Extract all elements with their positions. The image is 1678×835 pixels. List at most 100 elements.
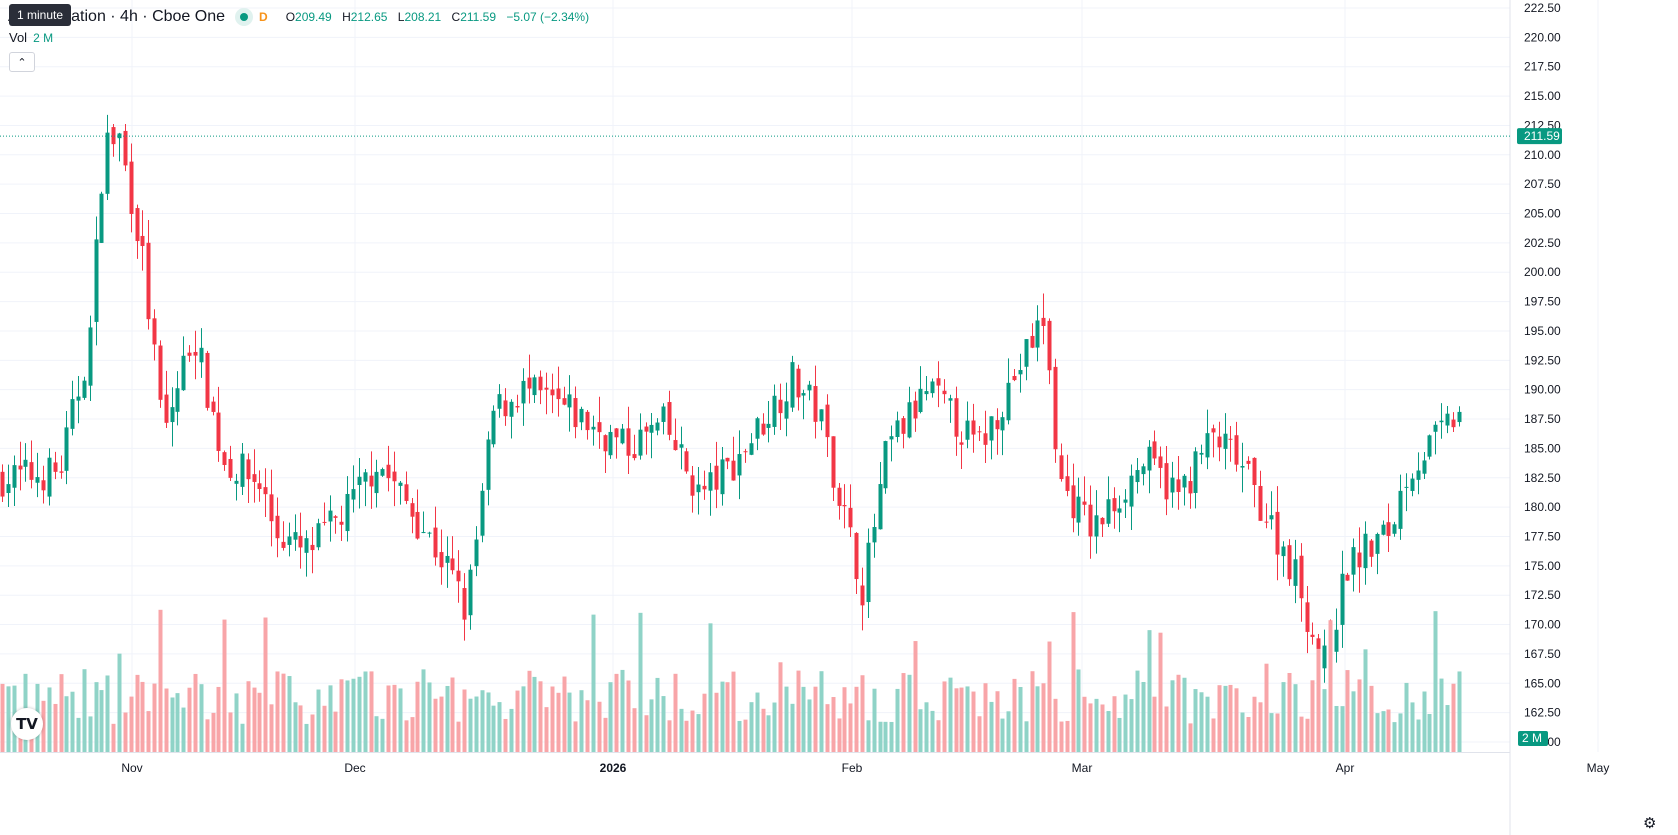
- candle-body: [901, 418, 906, 434]
- volume-bar: [579, 690, 584, 752]
- candle-body: [1147, 446, 1152, 471]
- candle-body: [1024, 339, 1029, 367]
- candle-body: [1018, 370, 1023, 375]
- candle-body: [228, 458, 233, 478]
- candle-body: [503, 400, 508, 417]
- candle-body: [328, 510, 333, 522]
- volume-bar: [1088, 703, 1093, 752]
- candle-body: [70, 399, 75, 429]
- candle-body: [281, 541, 286, 548]
- candle-body: [351, 489, 356, 500]
- volume-bar: [1228, 684, 1233, 752]
- volume-bar: [626, 680, 631, 752]
- price-tick-label: 177.50: [1524, 529, 1561, 543]
- candle-body: [614, 428, 619, 438]
- candle-body: [1199, 452, 1204, 455]
- volume-bar: [1264, 663, 1269, 752]
- candle-body: [562, 398, 567, 405]
- candle-body: [684, 451, 689, 472]
- chevron-up-icon[interactable]: ⌃: [9, 52, 35, 72]
- volume-bar: [784, 686, 789, 752]
- candle-body: [679, 444, 684, 448]
- volume-bar: [731, 671, 736, 752]
- volume-bar: [673, 673, 678, 752]
- candle-body: [193, 351, 198, 356]
- candle-body: [1392, 524, 1397, 534]
- volume-bar: [146, 711, 151, 752]
- chart-legend: A Corporation · 4h · Cboe One D O209.49 …: [8, 6, 589, 28]
- candle-body: [714, 465, 719, 490]
- dividend-flag[interactable]: D: [259, 10, 268, 24]
- change-value: −5.07 (−2.34%): [506, 10, 590, 24]
- volume-bar: [696, 714, 701, 752]
- volume-bar: [772, 702, 777, 752]
- candle-body: [895, 420, 900, 437]
- candle-body: [445, 555, 450, 563]
- volume-bar: [462, 689, 467, 752]
- volume-bar: [1006, 711, 1011, 752]
- volume-bar: [796, 670, 801, 752]
- price-tick-label: 220.00: [1524, 30, 1561, 44]
- time-tick-label: Feb: [842, 761, 863, 775]
- volume-axis-label: 2 M: [1522, 731, 1542, 745]
- candle-body: [1141, 466, 1146, 475]
- volume-bar: [123, 712, 128, 752]
- candle-body: [1217, 436, 1222, 448]
- volume-legend: Vol 2 M: [9, 30, 53, 45]
- volume-bar: [1129, 699, 1134, 752]
- volume-bar: [99, 690, 104, 752]
- candle-body: [772, 395, 777, 427]
- candle-body: [965, 420, 970, 440]
- candle-body: [1322, 645, 1327, 669]
- candle-body: [696, 484, 701, 493]
- candle-body: [737, 454, 742, 476]
- candle-body: [807, 384, 812, 391]
- candle-body: [995, 420, 1000, 430]
- candle-body: [111, 127, 116, 145]
- volume-bar: [878, 721, 883, 752]
- candle-body: [433, 527, 438, 558]
- volume-bar: [661, 696, 666, 752]
- candle-body: [53, 462, 58, 472]
- volume-bar: [252, 687, 257, 752]
- candle-body: [889, 436, 894, 440]
- price-tick-label: 195.00: [1524, 324, 1561, 338]
- candle-body: [538, 376, 543, 391]
- candle-body: [140, 235, 145, 247]
- candle-body: [1000, 417, 1005, 431]
- volume-bar: [456, 721, 461, 752]
- candle-body: [1369, 540, 1374, 557]
- volume-bar: [550, 686, 555, 752]
- candle-body: [1451, 419, 1456, 428]
- market-status-icon[interactable]: [235, 8, 254, 26]
- volume-bar: [41, 700, 46, 752]
- volume-bar: [638, 612, 643, 752]
- candle-body: [1457, 411, 1462, 423]
- volume-bars: [0, 609, 1462, 752]
- price-tick-label: 217.50: [1524, 60, 1561, 74]
- candle-body: [1398, 490, 1403, 529]
- candle-body: [427, 532, 432, 534]
- volume-bar: [380, 718, 385, 752]
- volume-bar: [1076, 669, 1081, 752]
- last-price-label: 211.59: [1524, 129, 1560, 143]
- gear-icon[interactable]: ⚙: [1643, 815, 1657, 832]
- volume-bar: [82, 669, 87, 752]
- candle-body: [918, 388, 923, 413]
- candle-body: [105, 132, 110, 194]
- volume-bar: [351, 678, 356, 752]
- candle-body: [275, 515, 280, 539]
- volume-bar: [608, 682, 613, 752]
- candle-body: [626, 428, 631, 456]
- tradingview-logo[interactable]: TV: [11, 708, 43, 740]
- volume-bar: [567, 692, 572, 752]
- open-value: 209.49: [295, 10, 332, 24]
- volume-bar: [322, 705, 327, 752]
- candle-body: [1305, 602, 1310, 632]
- volume-bar: [889, 721, 894, 752]
- candle-body: [18, 465, 23, 470]
- candle-body: [954, 398, 959, 437]
- volume-bar: [1410, 702, 1415, 752]
- volume-bar: [1392, 722, 1397, 752]
